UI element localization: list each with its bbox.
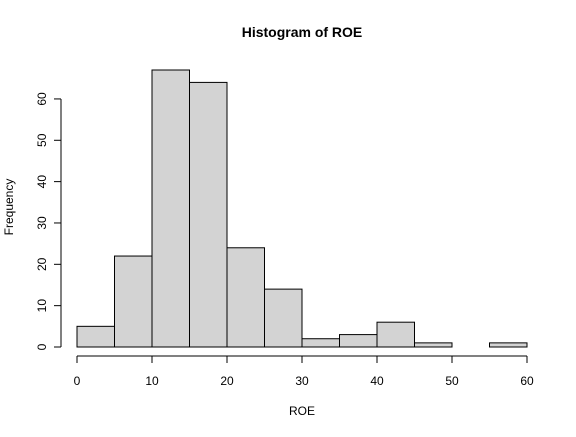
histogram-bar: [189, 81, 228, 348]
histogram-bar: [339, 334, 378, 348]
y-tick-label: 50: [35, 133, 49, 147]
bars-layer: [76, 69, 528, 348]
y-tick-label: 30: [35, 216, 49, 230]
y-axis-label: Frequency: [2, 179, 16, 236]
y-tick-label: 40: [35, 175, 49, 189]
histogram-bar: [76, 325, 115, 348]
x-axis: 0 10 20 30 40 50 60: [74, 355, 534, 388]
y-tick-label: 0: [35, 343, 49, 350]
x-tick-label: 0: [74, 374, 81, 388]
x-axis-label: ROE: [289, 404, 315, 418]
histogram-bar: [414, 342, 453, 348]
x-tick-label: 40: [370, 374, 384, 388]
x-tick-label: 50: [445, 374, 459, 388]
x-tick-label: 30: [295, 374, 309, 388]
y-axis: 0 10 20 30 40 50 60: [35, 92, 62, 350]
histogram-bar: [489, 342, 528, 348]
x-tick-label: 10: [145, 374, 159, 388]
x-tick-label: 60: [520, 374, 534, 388]
histogram-bar: [301, 338, 340, 348]
histogram-bar: [151, 69, 190, 348]
y-tick-label: 20: [35, 257, 49, 271]
histogram-bar: [226, 247, 265, 348]
chart-title: Histogram of ROE: [242, 24, 363, 40]
y-tick-label: 60: [35, 92, 49, 106]
x-tick-label: 20: [220, 374, 234, 388]
histogram-bar: [114, 255, 153, 348]
histogram-bar: [376, 321, 415, 348]
y-tick-label: 10: [35, 299, 49, 313]
histogram-bar: [264, 288, 303, 348]
